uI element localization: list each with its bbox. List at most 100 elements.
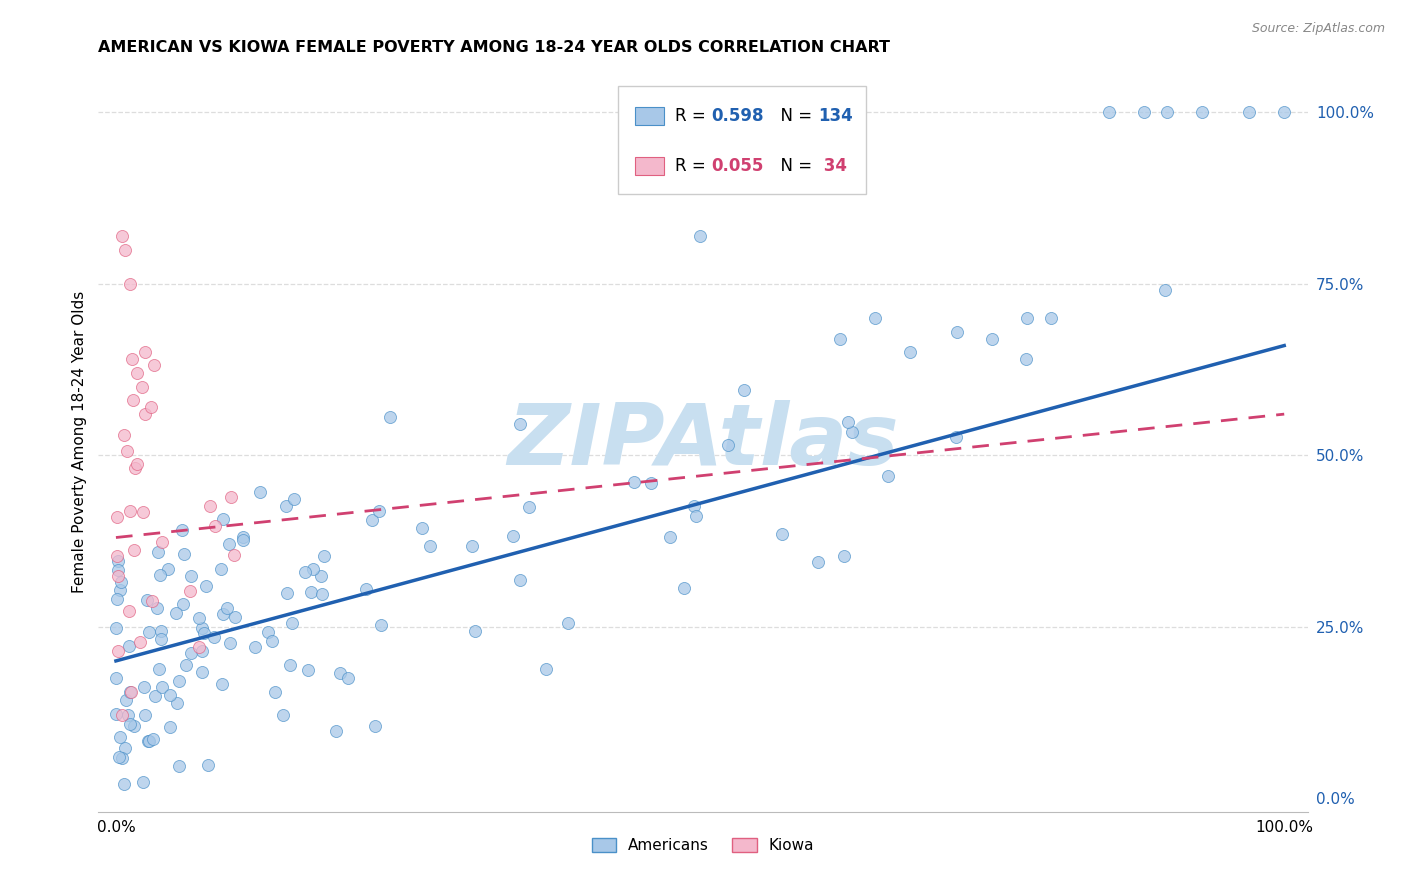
Point — [378, 409, 401, 424]
Point — [1272, 105, 1295, 120]
Point — [105, 592, 128, 607]
Point — [658, 530, 681, 544]
Point — [105, 549, 128, 564]
Point — [218, 537, 240, 551]
Point — [125, 366, 148, 380]
Point — [180, 646, 202, 660]
Text: N =: N = — [769, 157, 817, 175]
Point — [309, 569, 332, 583]
Point — [361, 513, 384, 527]
Point — [114, 243, 136, 257]
Point — [411, 521, 433, 535]
Point — [115, 693, 138, 707]
Point — [170, 523, 193, 537]
Point — [172, 597, 194, 611]
Point — [557, 615, 579, 630]
Point — [115, 444, 138, 458]
Point — [132, 681, 155, 695]
Point — [222, 548, 245, 562]
Point — [141, 593, 163, 607]
Point — [329, 666, 352, 681]
Point — [136, 593, 159, 607]
Point — [107, 509, 129, 524]
Point — [108, 582, 131, 597]
Point — [191, 621, 214, 635]
Point — [120, 716, 142, 731]
Point — [219, 636, 242, 650]
Point — [179, 583, 201, 598]
Point — [685, 508, 707, 523]
Point — [114, 740, 136, 755]
Point — [148, 662, 170, 676]
Text: ZIPAtlas: ZIPAtlas — [508, 400, 898, 483]
Point — [150, 535, 173, 549]
Point — [211, 677, 233, 691]
Point — [354, 582, 377, 597]
Point — [204, 518, 226, 533]
Point — [198, 499, 221, 513]
Point — [1191, 105, 1213, 120]
Point — [517, 500, 540, 514]
Point — [245, 640, 267, 654]
Point — [209, 562, 232, 576]
Point — [945, 430, 967, 444]
Point — [807, 555, 830, 569]
Point — [150, 624, 173, 639]
Point — [118, 277, 141, 291]
Point — [1098, 105, 1121, 120]
Point — [112, 428, 135, 442]
Point — [148, 545, 170, 559]
Point — [717, 437, 740, 451]
Point — [110, 575, 132, 590]
Text: 0.055: 0.055 — [711, 157, 763, 175]
Point — [1017, 311, 1039, 326]
Point — [124, 461, 146, 475]
Text: N =: N = — [769, 107, 817, 125]
Point — [981, 332, 1004, 346]
Point — [276, 585, 298, 599]
Point — [197, 758, 219, 772]
Text: 134: 134 — [818, 107, 852, 125]
Point — [232, 533, 254, 547]
Point — [257, 624, 280, 639]
Point — [249, 485, 271, 500]
Point — [212, 607, 235, 622]
Point — [623, 475, 645, 490]
Point — [640, 476, 662, 491]
Point — [131, 380, 153, 394]
Point — [1015, 351, 1038, 366]
Point — [117, 604, 139, 618]
Point — [108, 750, 131, 764]
Point — [167, 759, 190, 773]
Point — [502, 529, 524, 543]
Point — [118, 685, 141, 699]
Point — [299, 585, 322, 599]
FancyBboxPatch shape — [636, 107, 664, 125]
Point — [297, 663, 319, 677]
Point — [278, 658, 301, 673]
Point — [672, 581, 695, 595]
Point — [464, 624, 486, 638]
Point — [118, 640, 141, 654]
Text: 34: 34 — [818, 157, 846, 175]
Point — [107, 554, 129, 568]
Text: 0.598: 0.598 — [711, 107, 763, 125]
Point — [132, 775, 155, 789]
Point — [283, 492, 305, 507]
Text: R =: R = — [675, 157, 711, 175]
Point — [1133, 105, 1156, 120]
Point — [281, 616, 304, 631]
Point — [117, 707, 139, 722]
Point — [194, 579, 217, 593]
Point — [134, 707, 156, 722]
Point — [946, 325, 969, 339]
Point — [129, 635, 152, 649]
Point — [217, 601, 239, 615]
Point — [159, 720, 181, 734]
Point — [120, 685, 142, 699]
Point — [461, 539, 484, 553]
Point — [107, 644, 129, 658]
Point — [180, 569, 202, 583]
Legend: Americans, Kiowa: Americans, Kiowa — [585, 832, 821, 860]
Point — [683, 499, 706, 513]
